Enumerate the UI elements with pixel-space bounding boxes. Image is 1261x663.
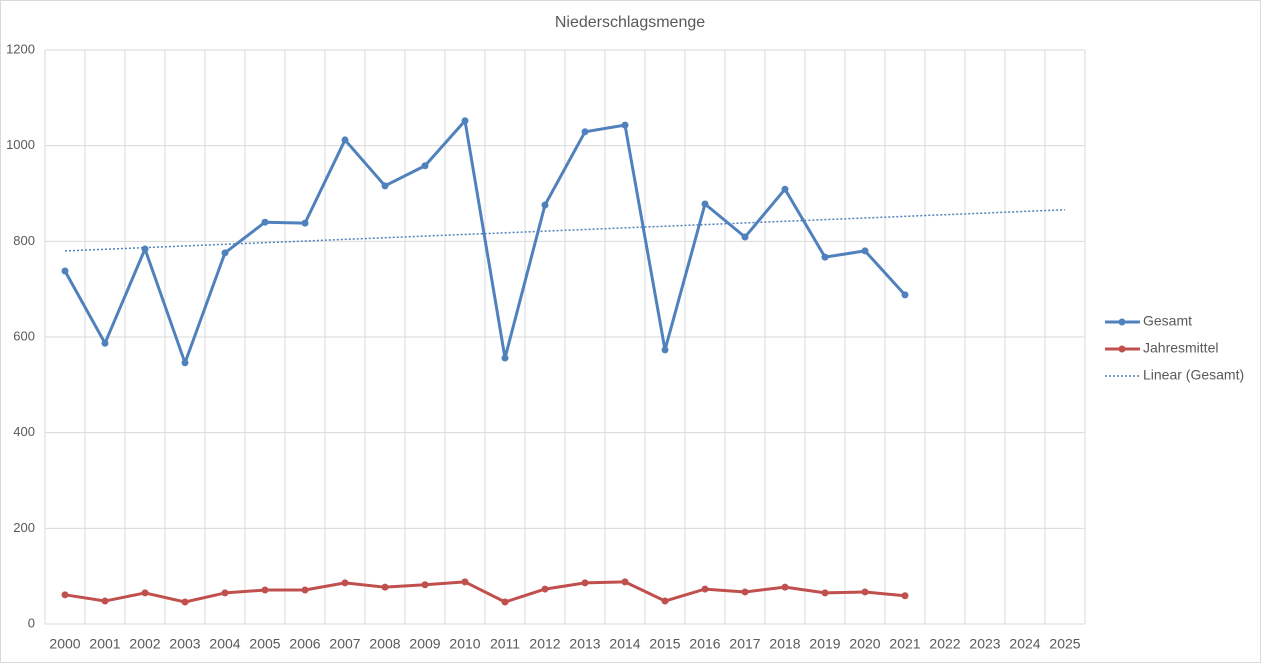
point [821, 589, 829, 597]
point [381, 182, 389, 190]
x-tick-label: 2008 [369, 636, 400, 652]
x-tick-label: 2013 [569, 636, 600, 652]
x-tick-label: 2000 [49, 636, 80, 652]
point [541, 201, 549, 209]
point [301, 586, 309, 594]
x-tick-label: 2004 [209, 636, 240, 652]
point [181, 598, 189, 606]
y-tick-label: 200 [13, 520, 35, 535]
legend-label: Gesamt [1143, 313, 1192, 329]
point [781, 185, 789, 193]
point [221, 589, 229, 597]
point [701, 200, 709, 208]
x-tick-label: 2007 [329, 636, 360, 652]
x-tick-label: 2002 [129, 636, 160, 652]
point [621, 121, 629, 129]
point [741, 588, 749, 596]
point [661, 346, 669, 354]
point [901, 592, 909, 600]
y-tick-label: 0 [28, 615, 35, 630]
x-tick-label: 2014 [609, 636, 640, 652]
point [501, 354, 509, 362]
x-tick-label: 2022 [929, 636, 960, 652]
x-tick-label: 2021 [889, 636, 920, 652]
point [141, 589, 149, 597]
series-line [63, 119, 907, 365]
y-tick-label: 1000 [6, 137, 35, 152]
point [261, 218, 269, 226]
point [101, 597, 109, 605]
point [661, 597, 669, 605]
point [221, 249, 229, 257]
point [261, 586, 269, 594]
point [621, 578, 629, 586]
x-tick-label: 2020 [849, 636, 880, 652]
legend-label: Jahresmittel [1143, 340, 1218, 356]
point [861, 588, 869, 596]
point [341, 136, 349, 144]
point [581, 128, 589, 136]
y-tick-label: 600 [13, 328, 35, 343]
x-tick-label: 2003 [169, 636, 200, 652]
point [341, 579, 349, 587]
y-tick-label: 1200 [6, 41, 35, 56]
x-tick-label: 2015 [649, 636, 680, 652]
point [741, 233, 749, 241]
point [581, 579, 589, 587]
x-tick-label: 2011 [490, 636, 520, 652]
point [541, 585, 549, 593]
point [301, 219, 309, 227]
legend-marker [1118, 318, 1126, 326]
point [461, 578, 469, 586]
legend-label: Linear (Gesamt) [1143, 367, 1244, 383]
x-tick-label: 2010 [449, 636, 480, 652]
x-tick-label: 2006 [289, 636, 320, 652]
point [421, 581, 429, 589]
x-tick-label: 2023 [969, 636, 1000, 652]
y-tick-label: 400 [13, 424, 35, 439]
x-tick-label: 2012 [529, 636, 560, 652]
x-tick-label: 2019 [809, 636, 840, 652]
series-line [64, 580, 906, 604]
x-tick-label: 2009 [409, 636, 440, 652]
point [821, 253, 829, 261]
point [141, 245, 149, 253]
point [861, 247, 869, 255]
x-tick-label: 2025 [1049, 636, 1080, 652]
x-tick-label: 2001 [89, 636, 120, 652]
x-tick-label: 2017 [729, 636, 760, 652]
x-tick-label: 2005 [249, 636, 280, 652]
point [901, 291, 909, 299]
x-tick-label: 2016 [689, 636, 720, 652]
point [61, 267, 69, 275]
legend-marker [1118, 345, 1126, 353]
point [381, 583, 389, 591]
point [421, 162, 429, 170]
point [181, 359, 189, 367]
series-line [64, 209, 1066, 252]
point [101, 339, 109, 347]
point [461, 117, 469, 125]
point [781, 583, 789, 591]
chart-title: Niederschlagsmenge [555, 14, 705, 31]
y-tick-label: 800 [13, 233, 35, 248]
point [701, 585, 709, 593]
x-tick-label: 2024 [1009, 636, 1040, 652]
point [61, 591, 69, 599]
x-tick-label: 2018 [769, 636, 800, 652]
point [501, 598, 509, 606]
